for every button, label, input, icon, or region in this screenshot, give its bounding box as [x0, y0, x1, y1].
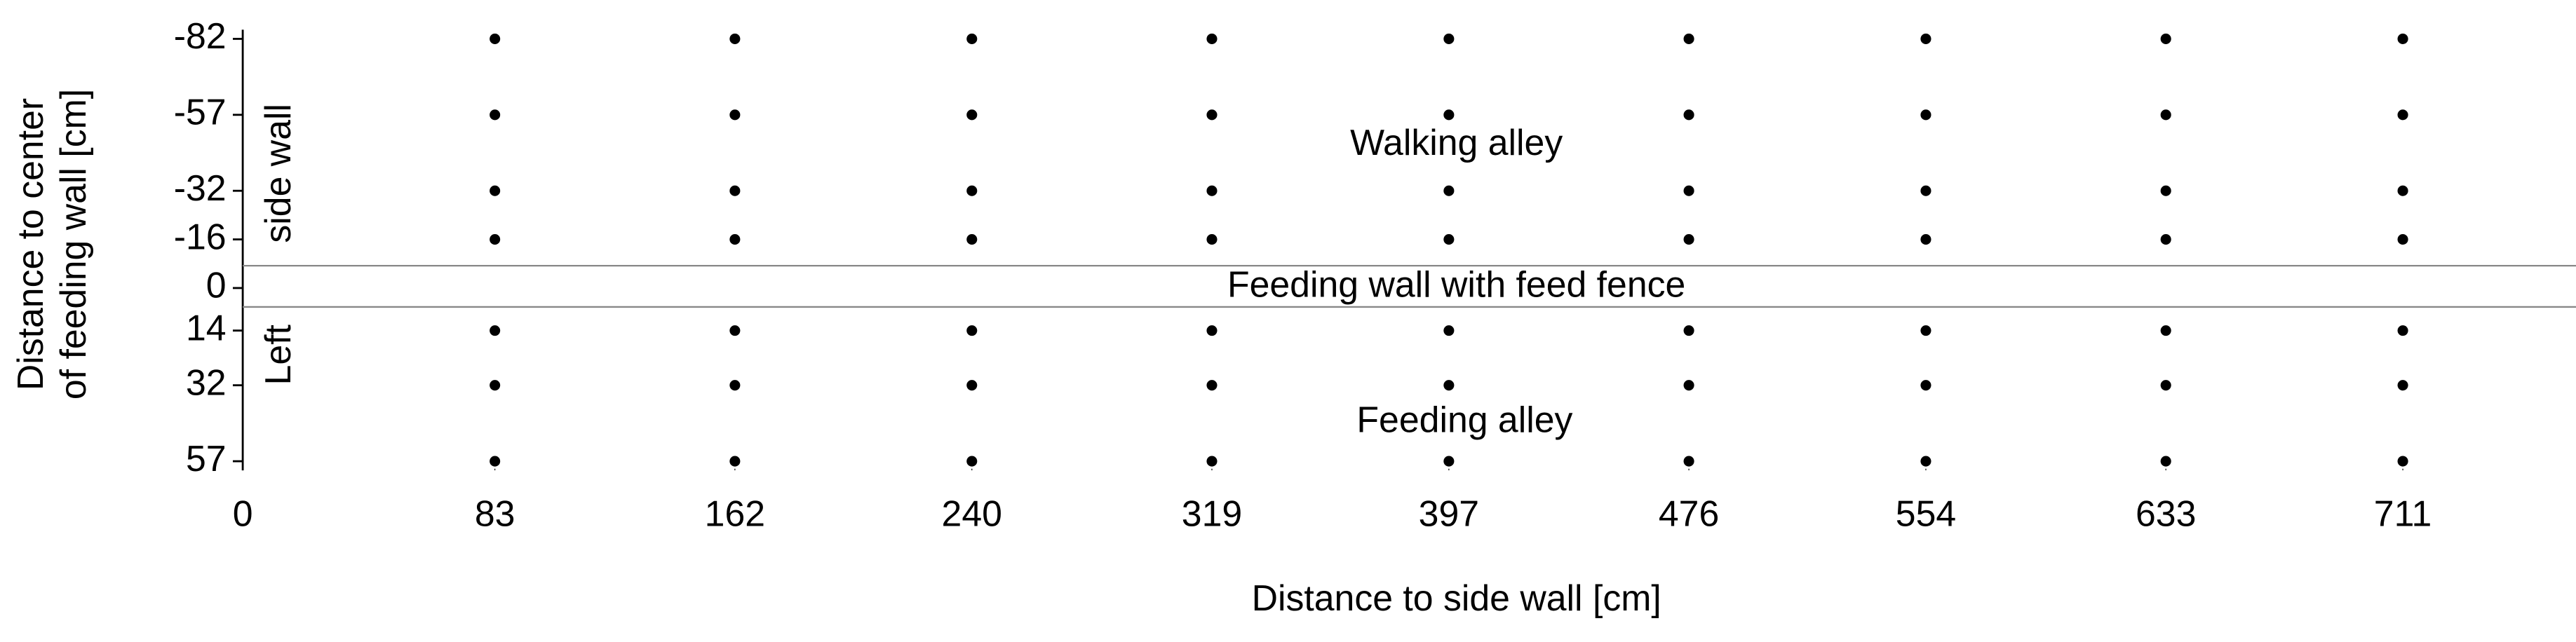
point	[1443, 33, 1455, 44]
point	[1683, 456, 1694, 467]
x-tick-label: 397	[1419, 493, 1479, 534]
y-tick-label: -82	[174, 15, 227, 56]
point	[490, 456, 501, 467]
point	[1920, 234, 1931, 245]
point	[1683, 325, 1694, 336]
point	[490, 185, 501, 196]
point	[2397, 380, 2408, 391]
x-tick-label: 319	[1182, 493, 1242, 534]
y-axis-label: of feeding wall [cm]	[53, 89, 93, 399]
point	[966, 185, 978, 196]
point	[1683, 380, 1694, 391]
y-tick-label: -57	[174, 92, 227, 132]
x-tick-label: 240	[942, 493, 1002, 534]
x-tick-label: 554	[1896, 493, 1956, 534]
point	[2397, 234, 2408, 245]
point	[1443, 109, 1455, 121]
point	[2160, 234, 2171, 245]
point	[490, 380, 501, 391]
point	[1206, 325, 1218, 336]
point	[2397, 185, 2408, 196]
point	[1920, 456, 1931, 467]
annotation: Left	[257, 325, 298, 385]
point	[1920, 325, 1931, 336]
x-tick-label: 633	[2136, 493, 2196, 534]
point	[1206, 456, 1218, 467]
point	[966, 109, 978, 121]
point	[2160, 185, 2171, 196]
x-tick-label: 83	[475, 493, 515, 534]
point	[729, 380, 741, 391]
y-axis-label: Distance to center	[10, 98, 50, 390]
y-tick-label: -16	[174, 216, 227, 257]
x-tick-label: 162	[705, 493, 765, 534]
point	[2397, 325, 2408, 336]
point	[1683, 109, 1694, 121]
point	[2160, 456, 2171, 467]
point	[1683, 185, 1694, 196]
x-tick-label: 711	[2374, 493, 2432, 534]
x-tick-label: 0	[233, 493, 253, 534]
point	[1920, 185, 1931, 196]
annotation: Feeding alley	[1356, 399, 1572, 439]
x-axis-label: Distance to side wall [cm]	[1252, 578, 1661, 618]
y-tick-label: 32	[186, 362, 227, 402]
y-tick-label: 14	[186, 307, 227, 348]
point	[2397, 109, 2408, 121]
point	[2397, 456, 2408, 467]
point	[729, 456, 741, 467]
point	[729, 325, 741, 336]
point	[1920, 33, 1931, 44]
point	[966, 380, 978, 391]
annotation: side wall	[257, 104, 298, 243]
y-tick-label: 0	[206, 265, 227, 306]
point	[1206, 234, 1218, 245]
point	[966, 234, 978, 245]
point	[1206, 109, 1218, 121]
point	[729, 185, 741, 196]
point	[729, 234, 741, 245]
point	[2160, 380, 2171, 391]
point	[966, 33, 978, 44]
point	[490, 33, 501, 44]
point	[729, 33, 741, 44]
point	[966, 456, 978, 467]
point	[1206, 380, 1218, 391]
point	[2160, 109, 2171, 121]
point	[490, 109, 501, 121]
annotation: Feeding wall with feed fence	[1227, 264, 1685, 304]
point	[729, 109, 741, 121]
point	[1443, 456, 1455, 467]
point	[1443, 234, 1455, 245]
point	[1683, 33, 1694, 44]
point	[966, 325, 978, 336]
x-tick-label: 476	[1659, 493, 1719, 534]
point	[1443, 185, 1455, 196]
point	[2160, 325, 2171, 336]
point	[1920, 380, 1931, 391]
point	[1206, 33, 1218, 44]
point	[1683, 234, 1694, 245]
point	[1443, 380, 1455, 391]
point	[2160, 33, 2171, 44]
y-tick-label: -32	[174, 168, 227, 208]
annotation: Walking alley	[1350, 122, 1563, 163]
point	[490, 325, 501, 336]
point	[1443, 325, 1455, 336]
point	[490, 234, 501, 245]
point	[1920, 109, 1931, 121]
point	[1206, 185, 1218, 196]
y-tick-label: 57	[186, 438, 227, 479]
point	[2397, 33, 2408, 44]
